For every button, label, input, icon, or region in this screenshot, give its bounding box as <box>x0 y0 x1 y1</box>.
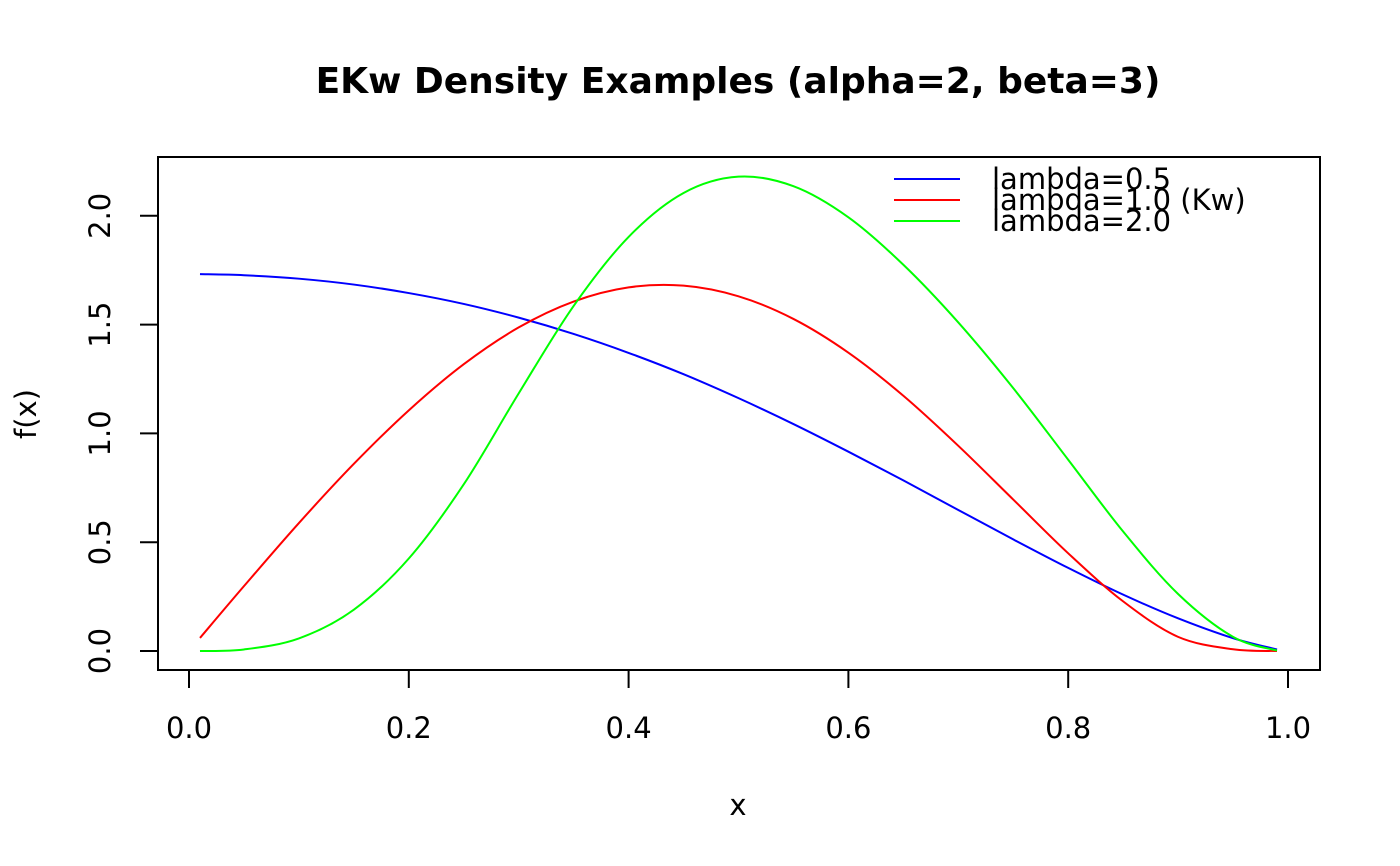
y-tick-label: 1.5 <box>83 302 117 348</box>
chart-title: EKw Density Examples (alpha=2, beta=3) <box>316 61 1161 102</box>
x-tick-label: 1.0 <box>1265 711 1311 745</box>
x-axis-label: x <box>729 788 746 822</box>
y-axis-label: f(x) <box>9 389 43 439</box>
x-tick-label: 0.4 <box>606 711 652 745</box>
y-tick-label: 0.0 <box>83 628 117 674</box>
y-tick-label: 1.0 <box>83 410 117 456</box>
series-group <box>199 175 1278 652</box>
x-axis: 0.0 0.2 0.4 0.6 0.8 1.0 <box>166 669 1311 745</box>
x-tick-label: 0.6 <box>825 711 871 745</box>
legend-label-1: lambda=1.0 (Kw) <box>992 183 1246 217</box>
series-line-2 <box>199 175 1278 652</box>
x-tick-label: 0.2 <box>386 711 432 745</box>
legend-label-2: lambda=2.0 <box>992 204 1171 238</box>
series-line-1 <box>199 283 1278 652</box>
legend-label-0: lambda=0.5 <box>992 162 1171 196</box>
y-axis: 0.0 0.5 1.0 1.5 2.0 <box>83 193 159 674</box>
x-tick-label: 0.8 <box>1045 711 1091 745</box>
series-line-0 <box>199 273 1278 651</box>
y-tick-label: 0.5 <box>83 519 117 565</box>
x-tick-label: 0.0 <box>166 711 212 745</box>
y-tick-label: 2.0 <box>83 193 117 239</box>
